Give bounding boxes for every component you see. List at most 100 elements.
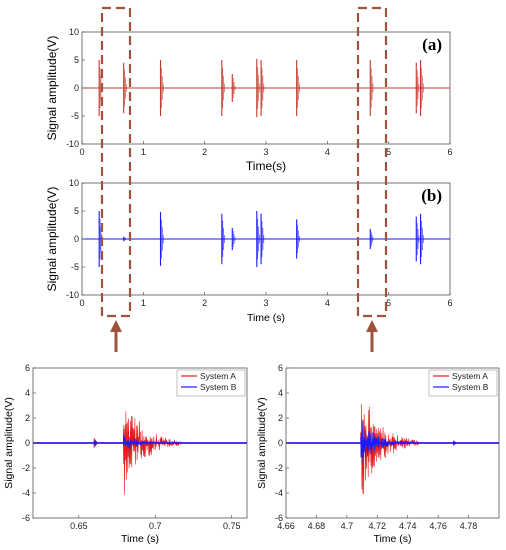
burst-mark (415, 62, 420, 114)
arrow-head (366, 320, 378, 332)
x-axis: 0 1 2 3 4 5 6 (79, 141, 453, 157)
burst-mark (256, 211, 260, 267)
y-tick-label: 10 (69, 178, 79, 188)
x-tick-label: 0.75 (223, 521, 241, 531)
y-axis: -10 -5 0 5 10 (66, 178, 85, 300)
y-tick-label: 0 (74, 83, 79, 93)
burst-mark (256, 58, 260, 118)
x-tick-label: 1 (141, 298, 146, 308)
x-tick-label: 5 (386, 147, 391, 157)
legend-box (176, 369, 246, 397)
legend-entry: System B (452, 382, 489, 392)
event-mark (93, 439, 97, 447)
y-tick-label: -4 (275, 488, 283, 498)
burst-mark (369, 60, 374, 116)
y-tick-label: 2 (278, 413, 283, 423)
arrow-right (366, 320, 378, 352)
y-axis-label: Signal amplitude(V) (45, 36, 59, 141)
arrow-head (110, 320, 122, 332)
x-tick-label: 1 (141, 147, 146, 157)
traces (286, 403, 499, 495)
event-waveform (122, 433, 163, 450)
event-mark (360, 421, 410, 464)
x-tick-label: 6 (447, 147, 452, 157)
y-tick-label: 0 (278, 438, 283, 448)
x-tick-label: 0 (79, 298, 84, 308)
y-tick-label: -6 (22, 513, 30, 523)
y-axis-label: Signal amplitude(V) (256, 397, 268, 489)
burst-mark (260, 60, 265, 116)
series-0 (82, 58, 450, 118)
x-tick-label: 0.7 (149, 521, 162, 531)
y-tick-label: -2 (22, 463, 30, 473)
legend-box (428, 369, 498, 397)
event-mark (122, 433, 163, 450)
x-tick-label: 4 (325, 147, 330, 157)
y-axis-label: Signal amplitude(V) (45, 187, 59, 292)
series-system-b (33, 433, 247, 450)
x-tick-label: 2 (202, 298, 207, 308)
y-axis: -6 -4 -2 0 2 4 6 (275, 363, 289, 523)
y-tick-label: 5 (74, 206, 79, 216)
y-tick-label: 2 (25, 413, 30, 423)
x-tick-label: 3 (263, 147, 268, 157)
y-tick-label: 4 (25, 388, 30, 398)
y-tick-label: 0 (25, 438, 30, 448)
y-tick-label: -2 (275, 463, 283, 473)
chart-b: 0 1 2 3 4 5 6 -10 -5 0 5 10 Time (s) Signal amplitude… (45, 178, 453, 324)
burst-mark (420, 60, 424, 116)
chart-c: 0.65 0.7 0.75 -6 -4 -2 0 2 4 6 Time (s) Signal ampl… (3, 363, 248, 545)
burst-mark (221, 213, 225, 265)
highlight-box-left (100, 6, 132, 318)
legend-entry: System B (200, 382, 237, 392)
x-tick-label: 2 (202, 147, 207, 157)
burst-mark (231, 74, 236, 102)
x-axis: 0.65 0.7 0.75 (70, 515, 240, 531)
x-tick-label: 6 (447, 298, 452, 308)
panel-label: (a) (422, 35, 442, 54)
traces (33, 411, 247, 495)
x-tick-label: 0 (79, 147, 84, 157)
panel-label: (b) (421, 186, 442, 205)
x-tick-label: 4.66 (277, 521, 295, 531)
burst-mark (369, 228, 374, 250)
traces (82, 58, 450, 118)
x-tick-label: 4.72 (369, 521, 387, 531)
burst-mark (123, 62, 127, 114)
x-axis-label: Time(s) (246, 159, 286, 173)
zoom-indicators (100, 6, 388, 352)
y-tick-label: -6 (275, 513, 283, 523)
y-axis: -10 -5 0 5 10 (66, 27, 85, 149)
event-mark (453, 440, 457, 446)
chart-a: 0 1 2 3 4 5 6 -10 -5 0 5 10 Time(s) Signal amplitude(… (45, 27, 453, 173)
x-axis-label: Time (s) (247, 312, 285, 324)
burst-mark (231, 227, 236, 251)
x-tick-label: 4.78 (460, 521, 478, 531)
x-tick-label: 4 (325, 298, 330, 308)
x-axis-label: Time (s) (121, 533, 159, 545)
y-tick-label: -5 (71, 262, 79, 272)
x-tick-label: 4.7 (341, 521, 354, 531)
x-tick-label: 4.74 (399, 521, 417, 531)
x-tick-label: 0.65 (70, 521, 88, 531)
burst-mark (123, 236, 127, 242)
y-tick-label: 6 (25, 363, 30, 373)
burst-mark (296, 60, 300, 116)
x-tick-label: 4.76 (429, 521, 447, 531)
x-axis: 0 1 2 3 4 5 6 (79, 292, 453, 308)
y-tick-label: -5 (71, 111, 79, 121)
highlight-box-right (356, 6, 388, 318)
series-system-b (286, 421, 499, 464)
y-tick-label: 5 (74, 55, 79, 65)
burst-mark (159, 60, 164, 116)
y-tick-label: -10 (66, 290, 79, 300)
burst-mark (415, 216, 420, 262)
x-axis: 4.66 4.68 4.7 4.72 4.74 4.76 4.78 (277, 515, 477, 531)
x-tick-label: 5 (386, 298, 391, 308)
arrow-left (110, 320, 122, 352)
y-tick-label: 0 (74, 234, 79, 244)
chart-d: 4.66 4.68 4.7 4.72 4.74 4.76 4.78 -6 -4 -2 0 2 4 6 Tim… (256, 363, 500, 545)
